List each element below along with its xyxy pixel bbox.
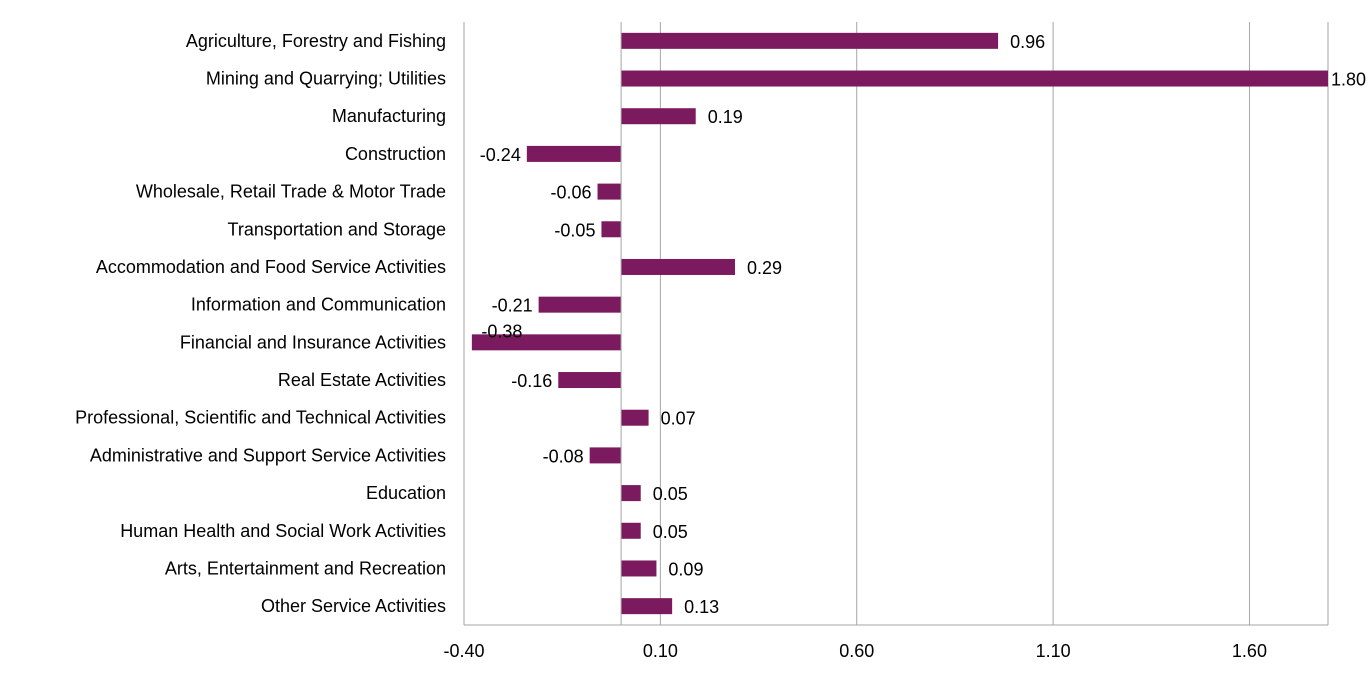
bar [621, 598, 673, 615]
x-tick-label: 0.60 [839, 641, 874, 661]
bar [621, 522, 641, 539]
value-label: 0.19 [708, 107, 743, 127]
gridlines [463, 22, 1329, 625]
category-label: Real Estate Activities [278, 370, 446, 390]
bar [597, 183, 622, 200]
bar [471, 334, 622, 351]
x-tick-labels: -0.40 0.10 0.60 1.10 1.60 [443, 641, 1266, 661]
bar [526, 145, 622, 162]
bar [621, 560, 657, 577]
value-label: 0.96 [1010, 32, 1045, 52]
category-label: Arts, Entertainment and Recreation [165, 558, 446, 578]
value-label: 0.05 [653, 522, 688, 542]
value-label: 0.07 [661, 409, 696, 429]
value-label: -0.21 [492, 296, 533, 316]
value-label: -0.38 [481, 321, 522, 341]
category-label: Agriculture, Forestry and Fishing [186, 31, 446, 51]
category-label: Manufacturing [332, 106, 446, 126]
x-tick-label: 0.10 [643, 641, 678, 661]
bar [621, 485, 641, 502]
category-label: Financial and Insurance Activities [180, 332, 446, 352]
category-labels: Agriculture, Forestry and Fishing Mining … [75, 31, 446, 616]
value-label: -0.16 [511, 371, 552, 391]
bar [621, 409, 649, 426]
bar [621, 258, 735, 275]
bar [558, 372, 622, 389]
x-tick-label: 1.60 [1232, 641, 1267, 661]
value-label: 0.09 [668, 559, 703, 579]
x-tick-label: 1.10 [1036, 641, 1071, 661]
value-label: -0.05 [554, 220, 595, 240]
category-label: Other Service Activities [261, 596, 446, 616]
value-label: 0.29 [747, 258, 782, 278]
bar [621, 108, 696, 125]
category-label: Mining and Quarrying; Utilities [206, 69, 446, 89]
category-label: Accommodation and Food Service Activitie… [96, 257, 446, 277]
value-label: -0.08 [543, 446, 584, 466]
bar [621, 32, 999, 49]
category-label: Transportation and Storage [228, 219, 446, 239]
value-label: 1.80 [1331, 70, 1366, 90]
axes [464, 22, 1328, 626]
category-label: Professional, Scientific and Technical A… [75, 408, 446, 428]
category-label: Administrative and Support Service Activ… [90, 445, 446, 465]
category-label: Wholesale, Retail Trade & Motor Trade [136, 182, 446, 202]
bar [538, 296, 622, 313]
value-label: 0.13 [684, 597, 719, 617]
category-label: Education [366, 483, 446, 503]
x-tick-label: -0.40 [443, 641, 484, 661]
bar [601, 221, 622, 238]
value-label: -0.24 [480, 145, 521, 165]
value-labels: 0.96 1.80 0.19 -0.24 -0.06 -0.05 0.29 -0.21 -0.3… [480, 32, 1366, 617]
bars [471, 32, 1328, 615]
value-label: 0.05 [653, 484, 688, 504]
category-label: Construction [345, 144, 446, 164]
value-label: -0.06 [550, 183, 591, 203]
bar [621, 70, 1328, 87]
category-label: Human Health and Social Work Activities [120, 521, 446, 541]
category-label: Information and Communication [191, 295, 446, 315]
bar [589, 447, 622, 464]
